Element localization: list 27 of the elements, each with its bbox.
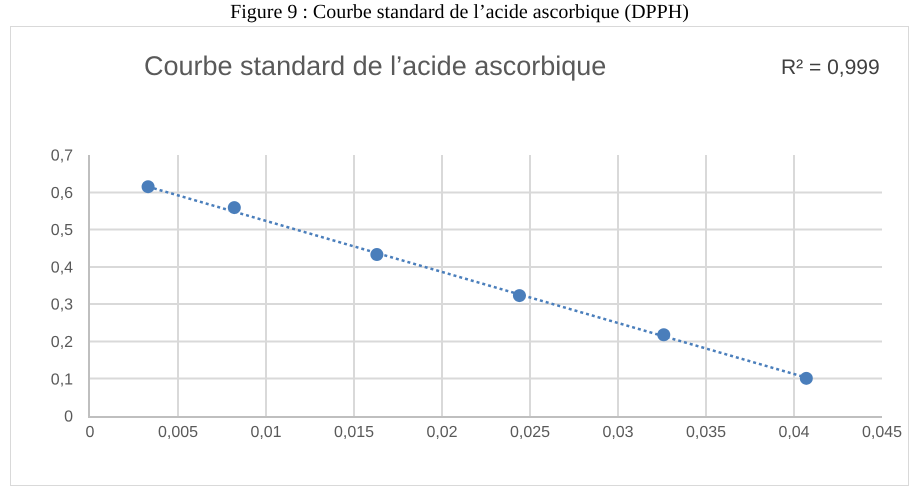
x-tick-label: 0,025: [510, 424, 550, 441]
chart-title: Courbe standard de l’acide ascorbique: [144, 51, 606, 81]
text: R² = 0,999: [781, 56, 880, 79]
x-tick-label: 0,02: [426, 424, 458, 441]
point: [800, 372, 813, 385]
x-tick-label: 0: [86, 424, 95, 441]
x-tick-label: 0,015: [334, 424, 374, 441]
y-tick-label: 0,7: [50, 148, 74, 165]
x-tick-label: 0,04: [778, 424, 810, 441]
y-tick-label: 0,3: [50, 296, 74, 314]
point: [512, 289, 526, 302]
y-tick-label: 0,2: [50, 334, 74, 352]
point: [142, 180, 155, 194]
x-tick-label: 0,035: [686, 424, 726, 441]
x-tick-label: 0,005: [158, 424, 198, 441]
y-tick-label: 0,4: [50, 259, 74, 276]
y-tick-label: 0: [64, 408, 74, 426]
x-tick-label: 0,01: [250, 424, 282, 441]
point: [657, 328, 670, 342]
chart-subtitle: Figure 9 : Courbe standard de l’acide ascorbique (DPPH): [229, 0, 690, 24]
x-tick-label: 0,045: [862, 424, 902, 441]
x-tick-label: 0,03: [602, 424, 634, 441]
y-tick-label: 0,1: [50, 371, 74, 388]
y-tick-label: 0,6: [50, 184, 74, 202]
y-tick-label: 0,5: [50, 222, 74, 240]
point: [370, 248, 384, 262]
point: [228, 201, 241, 214]
